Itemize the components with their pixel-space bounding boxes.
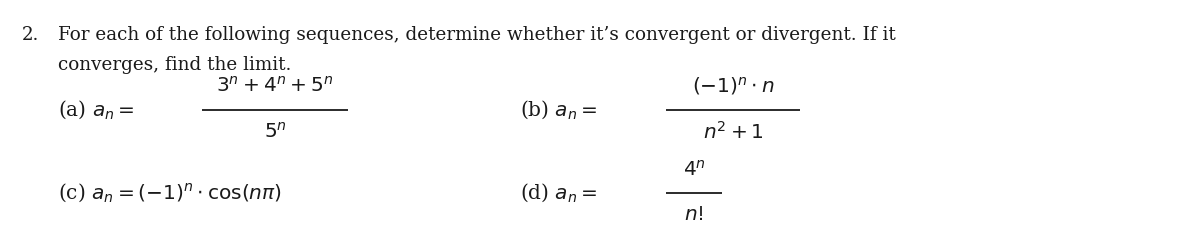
Text: $3^n + 4^n + 5^n$: $3^n + 4^n + 5^n$	[217, 76, 334, 96]
Text: $4^n$: $4^n$	[682, 160, 706, 180]
Text: converges, find the limit.: converges, find the limit.	[58, 56, 291, 74]
Text: $5^n$: $5^n$	[264, 122, 287, 142]
Text: (a) $a_n =$: (a) $a_n =$	[58, 99, 135, 121]
Text: $n^2 + 1$: $n^2 + 1$	[702, 121, 764, 143]
Text: (b) $a_n =$: (b) $a_n =$	[520, 99, 598, 121]
Text: (c) $a_n = (-1)^n \cdot \cos(n\pi)$: (c) $a_n = (-1)^n \cdot \cos(n\pi)$	[58, 182, 282, 204]
Text: (d) $a_n =$: (d) $a_n =$	[520, 182, 598, 204]
Text: $n!$: $n!$	[684, 205, 703, 223]
Text: For each of the following sequences, determine whether it’s convergent or diverg: For each of the following sequences, det…	[58, 26, 896, 44]
Text: 2.: 2.	[22, 26, 39, 44]
Text: $(-1)^n \cdot n$: $(-1)^n \cdot n$	[691, 75, 774, 97]
